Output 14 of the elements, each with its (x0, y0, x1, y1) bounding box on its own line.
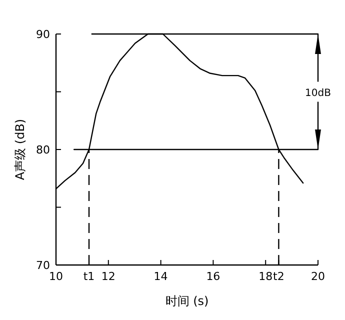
annotation: 10dB (305, 88, 332, 99)
x-tick-label: 14 (154, 270, 168, 283)
x-tick-label: 16 (206, 270, 220, 283)
x-tick-label: t1 (83, 270, 95, 283)
x-tick-label: 20 (311, 270, 325, 283)
x-tick-label: t2 (273, 270, 284, 283)
x-axis-title: 时间 (s) (165, 294, 209, 308)
y-tick-label: 70 (36, 259, 50, 272)
y-tick-label: 80 (36, 144, 50, 156)
x-tick-label: 10 (49, 270, 63, 283)
x-tick-label: 18 (258, 270, 273, 283)
x-tick-label: 12 (101, 270, 116, 283)
y-axis-title: A声级 (dB) (13, 118, 27, 180)
y-tick-label: 90 (36, 28, 50, 41)
